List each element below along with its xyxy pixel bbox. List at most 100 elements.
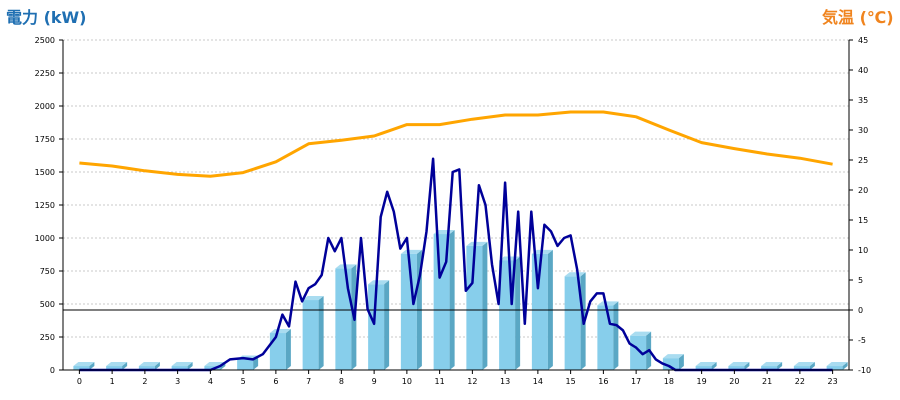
bar-side xyxy=(515,256,521,370)
x-tick-label: 16 xyxy=(598,377,608,386)
bar xyxy=(269,329,291,370)
left-tick-label: 250 xyxy=(40,333,55,342)
bar-top xyxy=(695,362,717,367)
bar-side xyxy=(122,362,128,370)
bar-top xyxy=(826,362,848,367)
bar-front xyxy=(564,276,581,370)
bar-top xyxy=(728,362,750,367)
bar-top xyxy=(106,362,128,367)
bar-top xyxy=(302,296,324,301)
right-tick-label: 10 xyxy=(858,246,868,255)
bar xyxy=(695,362,717,370)
bar-front xyxy=(335,268,352,370)
bar-top xyxy=(269,329,291,334)
x-tick-label: 12 xyxy=(467,377,477,386)
right-axis-title: 気温 (℃) xyxy=(822,8,894,27)
bar-front xyxy=(466,245,483,370)
bar-front xyxy=(73,366,90,370)
bar-side xyxy=(187,362,193,370)
right-tick-label: -10 xyxy=(858,366,871,375)
bar-side xyxy=(809,362,815,370)
right-tick-label: 35 xyxy=(858,96,868,105)
power-line xyxy=(79,157,833,372)
x-tick-label: 2 xyxy=(142,377,147,386)
x-tick-label: 9 xyxy=(372,377,377,386)
temperature-line xyxy=(79,110,833,178)
x-tick-label: 4 xyxy=(208,377,213,386)
bar-front xyxy=(433,234,450,370)
right-tick-label: 5 xyxy=(858,276,863,285)
bar-top xyxy=(793,362,815,367)
bar-front xyxy=(237,359,254,370)
bar-top xyxy=(597,301,619,306)
axes xyxy=(59,39,853,374)
right-tick-label: 25 xyxy=(858,156,868,165)
bar-front xyxy=(138,366,155,370)
right-tick-label: 15 xyxy=(858,216,868,225)
bar-front xyxy=(826,366,843,370)
x-tick-label: 0 xyxy=(77,377,82,386)
bar-side xyxy=(154,362,160,370)
bar-side xyxy=(613,301,619,370)
bar-front xyxy=(400,253,417,370)
x-tick-label: 22 xyxy=(795,377,805,386)
left-tick-label: 1000 xyxy=(35,234,55,243)
bar-front xyxy=(106,366,123,370)
x-tick-label: 23 xyxy=(828,377,838,386)
bar xyxy=(302,296,324,370)
bar xyxy=(106,362,128,370)
left-tick-label: 0 xyxy=(50,366,55,375)
bar xyxy=(138,362,160,370)
bar-side xyxy=(482,241,488,370)
right-tick-label: 45 xyxy=(858,36,868,45)
bar-top xyxy=(761,362,783,367)
left-tick-label: 1250 xyxy=(35,201,55,210)
left-tick-label: 500 xyxy=(40,300,55,309)
x-tick-label: 15 xyxy=(566,377,576,386)
x-tick-label: 7 xyxy=(306,377,311,386)
x-tick-label: 1 xyxy=(110,377,115,386)
left-tick-label: 2000 xyxy=(35,102,55,111)
left-axis-title: 電力 (kW) xyxy=(6,8,87,27)
x-tick-label: 10 xyxy=(402,377,412,386)
right-tick-label: 30 xyxy=(858,126,868,135)
bar-top xyxy=(138,362,160,367)
bar-front xyxy=(662,358,679,370)
bar xyxy=(73,362,95,370)
x-tick-label: 6 xyxy=(273,377,278,386)
tick-labels: 02505007501000125015001750200022502500-1… xyxy=(35,36,871,386)
bar-front xyxy=(728,366,745,370)
bar xyxy=(761,362,783,370)
bar-side xyxy=(89,362,95,370)
bar-side xyxy=(842,362,848,370)
bar xyxy=(630,331,652,370)
bar-side xyxy=(285,329,291,370)
bar-top xyxy=(630,331,652,336)
bar-side xyxy=(711,362,717,370)
bar-side xyxy=(744,362,750,370)
bar xyxy=(826,362,848,370)
bar xyxy=(466,241,488,370)
left-tick-label: 1750 xyxy=(35,135,55,144)
bar-top xyxy=(564,272,586,277)
bar-front xyxy=(302,300,319,370)
bar-front xyxy=(793,366,810,370)
bar xyxy=(368,280,390,370)
bar xyxy=(662,354,684,370)
bar xyxy=(728,362,750,370)
left-tick-label: 2500 xyxy=(35,36,55,45)
right-tick-label: 20 xyxy=(858,186,868,195)
left-tick-label: 2250 xyxy=(35,69,55,78)
x-tick-label: 13 xyxy=(500,377,510,386)
x-tick-label: 21 xyxy=(762,377,772,386)
bar-side xyxy=(449,230,455,370)
bar xyxy=(433,230,455,370)
x-tick-label: 14 xyxy=(533,377,543,386)
x-tick-label: 17 xyxy=(631,377,641,386)
bar-front xyxy=(171,366,188,370)
x-tick-label: 5 xyxy=(241,377,246,386)
power-bars xyxy=(73,230,848,370)
bar-side xyxy=(318,296,324,370)
bar-front xyxy=(368,284,385,370)
